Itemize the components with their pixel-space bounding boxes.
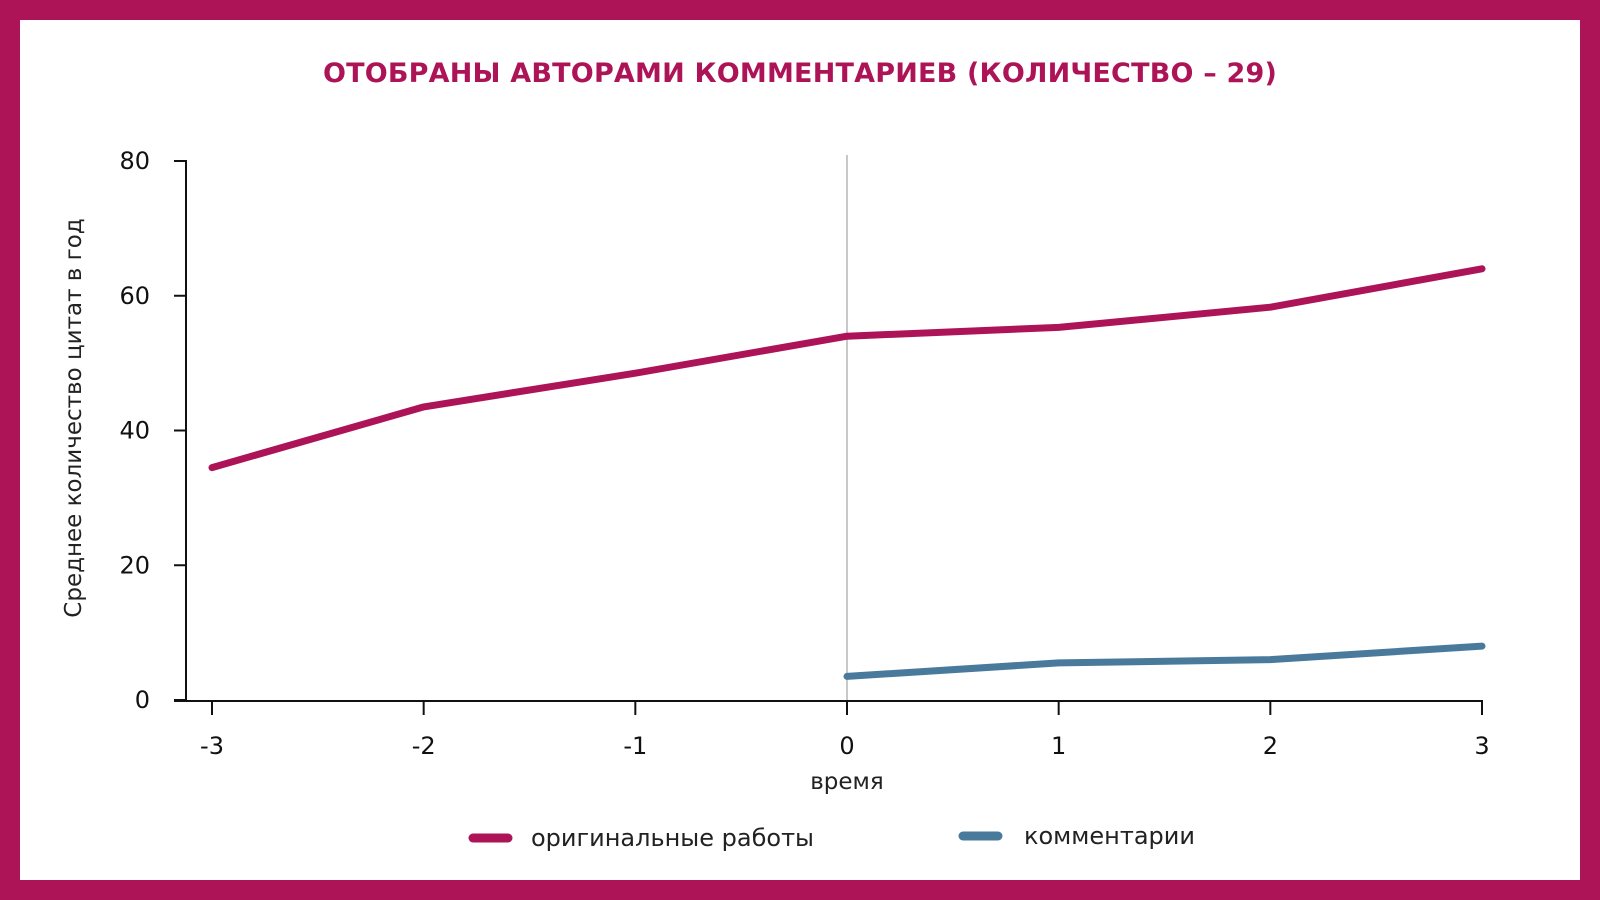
x-tick-label: 3 <box>1474 732 1489 760</box>
legend-label-1: оригинальные работы <box>531 824 814 852</box>
y-axis-label: Среднее количество цитат в год <box>61 218 87 617</box>
x-tick-label: 0 <box>839 732 854 760</box>
x-tick-label: -2 <box>412 732 436 760</box>
x-tick-label: -3 <box>200 732 224 760</box>
y-tick-label: 40 <box>119 417 150 445</box>
axes-group <box>174 160 1483 715</box>
series-line-1 <box>208 265 1486 472</box>
chart-title: ОТОБРАНЫ АВТОРАМИ КОММЕНТАРИЕВ (КОЛИЧЕСТ… <box>322 58 1278 89</box>
legend: оригинальные работы комментарии <box>468 822 1195 852</box>
x-tick-label: -1 <box>623 732 647 760</box>
y-tick-label: 20 <box>119 551 150 579</box>
x-tick-label: 2 <box>1263 732 1278 760</box>
y-tick-label: 0 <box>135 686 150 714</box>
y-tick-label: 60 <box>119 282 150 310</box>
x-axis-label: время <box>810 769 884 795</box>
x-tick-label: 1 <box>1051 732 1066 760</box>
labels-group: 0 20 40 60 80 -3 -2 -1 0 1 2 3 время Среднее количест… <box>61 147 1490 795</box>
series-group <box>208 265 1486 680</box>
y-tick-label: 80 <box>119 147 150 175</box>
series-line-2 <box>843 642 1486 680</box>
legend-label-2: комментарии <box>1024 822 1195 850</box>
